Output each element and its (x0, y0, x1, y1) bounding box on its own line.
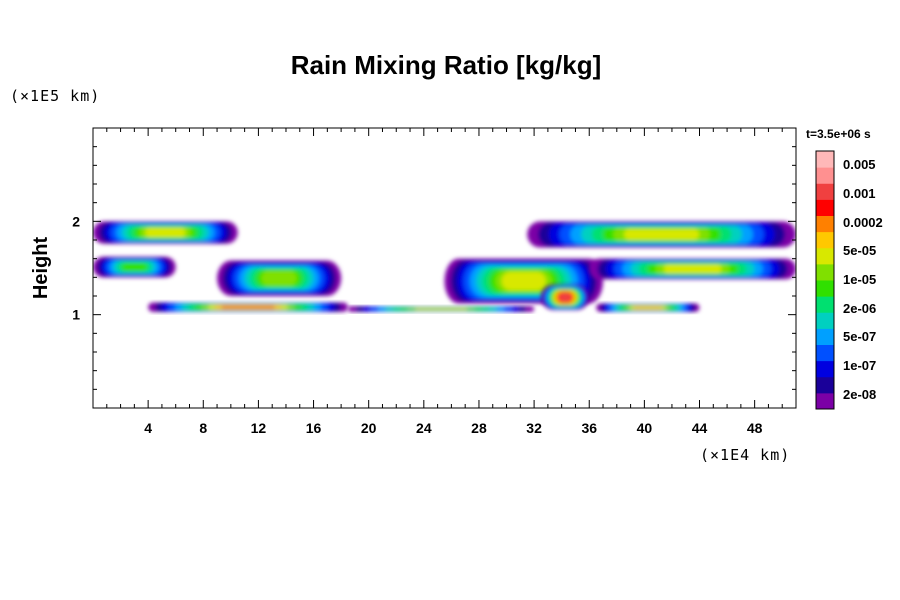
x-axis-unit: (×1E4 km) (700, 446, 790, 464)
colorbar-swatch (816, 344, 834, 362)
colorbar-swatch (816, 328, 834, 345)
contour-band (623, 228, 700, 240)
x-tick-label: 24 (416, 420, 432, 436)
x-tick-label: 8 (199, 420, 207, 436)
x-tick-label: 36 (581, 420, 597, 436)
colorbar-swatch (816, 376, 834, 394)
colorbar-label: 5e-05 (843, 243, 876, 258)
x-tick-label: 48 (747, 420, 763, 436)
colorbar-label: 0.001 (843, 186, 876, 201)
colorbar-swatch (816, 280, 834, 297)
rain-region-low-layer-central (348, 306, 535, 312)
chart-title: Rain Mixing Ratio [kg/kg] (291, 50, 602, 80)
colorbar-label: 0.005 (843, 157, 876, 172)
contour-band (121, 262, 147, 272)
colorbar-swatch (816, 296, 834, 313)
contour-band (145, 227, 186, 238)
time-label: t=3.5e+06 s (806, 127, 871, 141)
y-tick-label: 2 (72, 213, 80, 229)
y-tick-label: 1 (72, 307, 80, 323)
plot-frame (92, 127, 797, 409)
colorbar-frame (815, 150, 835, 410)
colorbar-swatch (816, 312, 834, 329)
contour-band (501, 271, 546, 291)
colorbar-label: 1e-05 (843, 272, 876, 287)
x-tick-label: 4 (144, 420, 152, 436)
contour-band (221, 305, 275, 310)
colorbar-swatch (816, 263, 834, 281)
x-tick-label: 40 (637, 420, 653, 436)
x-tick-label: 28 (471, 420, 487, 436)
rain-region-low-layer-east (596, 303, 700, 312)
x-tick-label: 32 (526, 420, 542, 436)
colorbar-swatch (816, 183, 834, 200)
rain-region-mid-layer-west (93, 256, 176, 278)
rain-region-upper-layer-east (527, 221, 796, 248)
rain-region-mid-layer-west-2 (217, 260, 342, 296)
x-tick-label: 44 (692, 420, 708, 436)
colorbar-swatch (816, 247, 834, 265)
colorbar-swatch (816, 167, 834, 184)
colorbar-swatch (816, 360, 834, 378)
contour-band (261, 270, 298, 286)
contour-field (93, 221, 796, 312)
x-tick-label: 12 (251, 420, 267, 436)
colorbar-label: 1e-07 (843, 358, 876, 373)
contour-band (558, 292, 572, 303)
colorbar-swatch (816, 199, 834, 216)
colorbar-label: 5e-07 (843, 329, 876, 344)
colorbar-swatch (816, 215, 834, 233)
colorbar-label: 2e-06 (843, 301, 876, 316)
colorbar-swatch (816, 151, 834, 168)
contour-band (633, 305, 662, 310)
x-tick-label: 20 (361, 420, 377, 436)
colorbar: 0.005 0.001 0.0002 5e-05 1e-05 2e-06 5e-07 1e-0… (815, 150, 883, 410)
rain-region-convective-core (540, 284, 590, 310)
x-tick-label: 16 (306, 420, 322, 436)
rain-region-mid-layer-east (589, 258, 796, 280)
contour-band (663, 264, 722, 274)
colorbar-label: 2e-08 (843, 387, 876, 402)
rain-region-upper-layer-west (93, 221, 238, 244)
colorbar-swatch (816, 392, 834, 410)
contour-band (415, 307, 468, 311)
colorbar-label: 0.0002 (843, 215, 883, 230)
colorbar-swatch (816, 231, 834, 249)
y-axis-unit: (×1E5 km) (10, 87, 100, 105)
y-axis-label: Height (30, 237, 52, 300)
rain-region-low-layer-west (148, 302, 349, 312)
